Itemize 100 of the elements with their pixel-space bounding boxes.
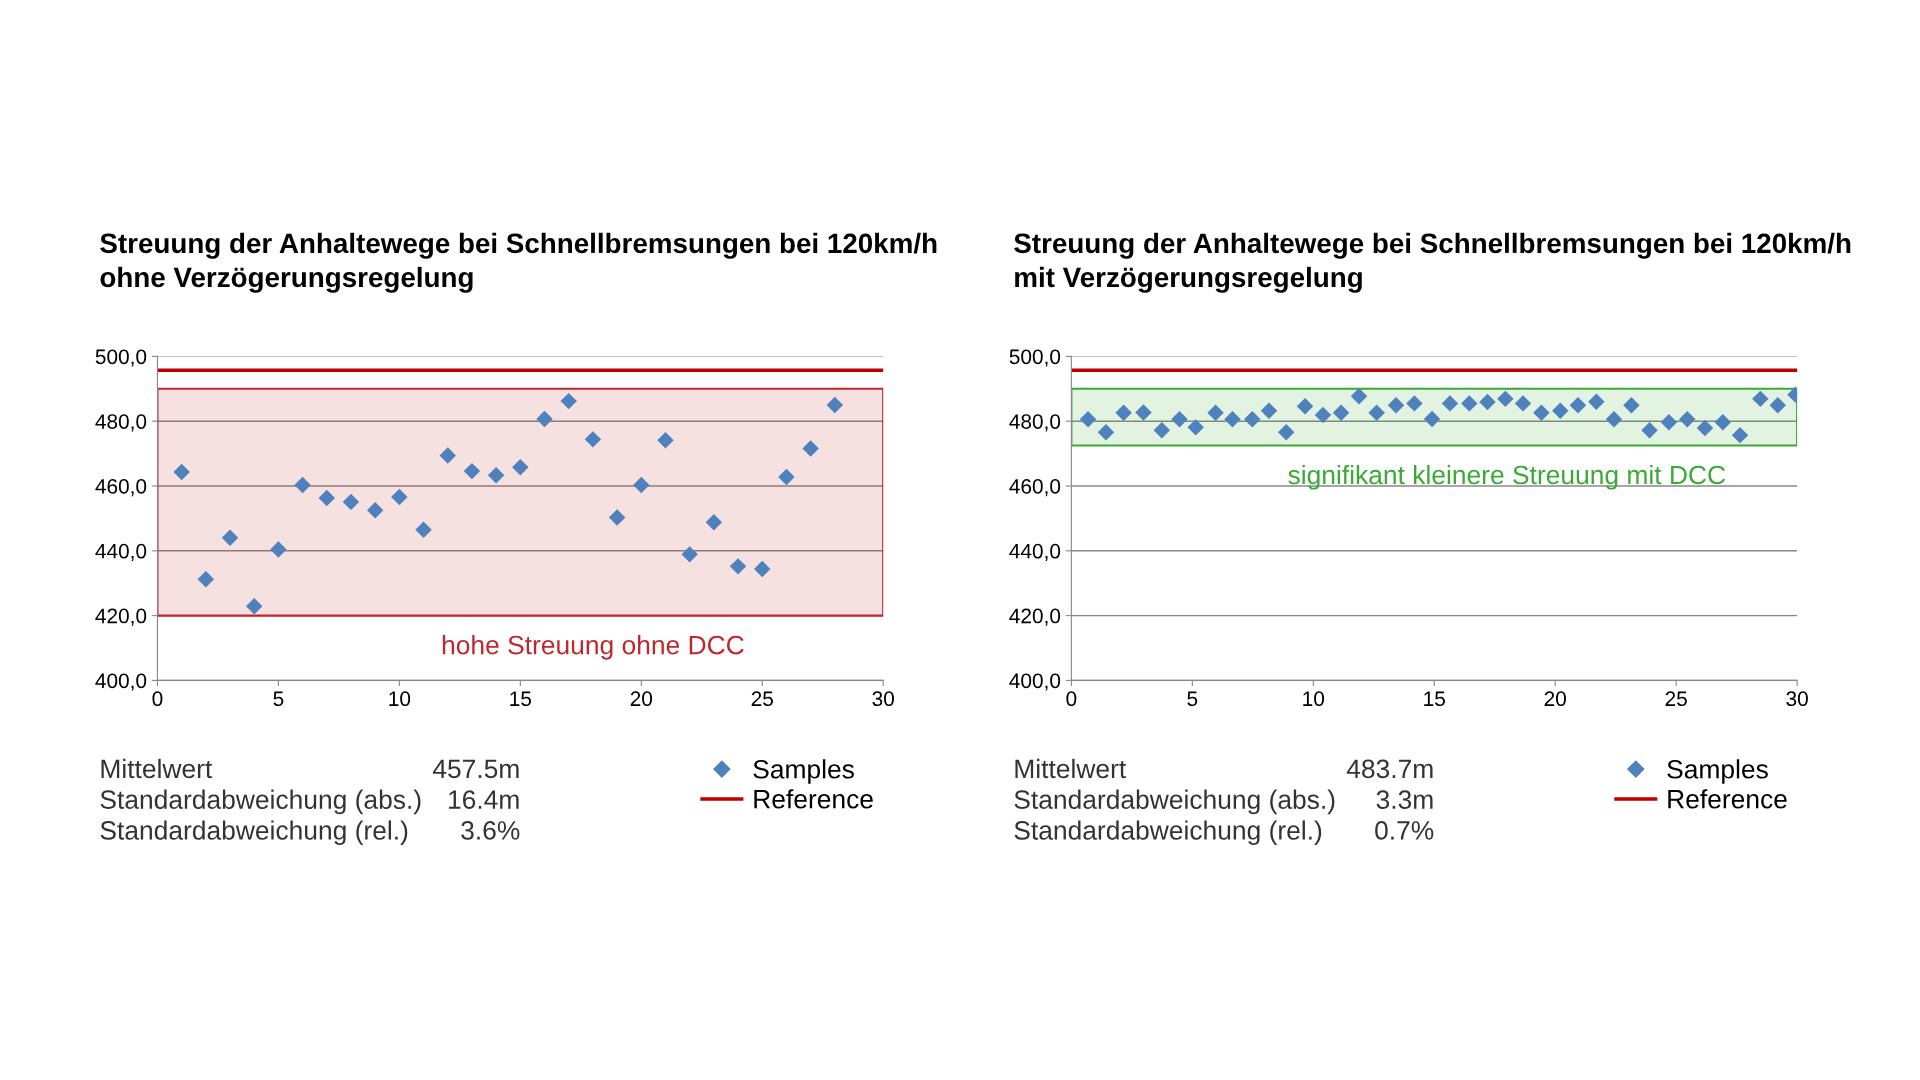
point bbox=[1423, 410, 1441, 428]
point bbox=[560, 392, 577, 410]
point bbox=[1605, 411, 1623, 428]
point bbox=[197, 571, 215, 588]
text: 457.5m bbox=[432, 759, 519, 779]
y-tick-label: 420,0 bbox=[1009, 608, 1061, 626]
x-tick-label: 20 bbox=[630, 691, 653, 707]
band-label: hohe Streuung ohne DCC bbox=[442, 635, 744, 660]
point bbox=[1224, 411, 1241, 428]
point bbox=[826, 396, 844, 414]
x-tick-label: 5 bbox=[273, 691, 284, 707]
x-tick-label: 25 bbox=[751, 691, 773, 707]
y-tick-label: 460,0 bbox=[1009, 479, 1061, 497]
point bbox=[1244, 411, 1261, 428]
point bbox=[318, 489, 335, 507]
text: 3.3m bbox=[1376, 790, 1433, 809]
point bbox=[1731, 426, 1749, 444]
point bbox=[1277, 424, 1295, 441]
point bbox=[1714, 413, 1732, 431]
point bbox=[681, 546, 698, 563]
point bbox=[1479, 393, 1496, 411]
chart-title: Streuung der Anhaltewege bei Schnellbremsungen bei 120km/h mit Verzögerungsregelung bbox=[1014, 232, 1851, 293]
y-tick-label: 400,0 bbox=[1009, 673, 1061, 691]
point bbox=[391, 488, 408, 506]
point bbox=[415, 521, 432, 538]
point bbox=[439, 447, 456, 464]
point bbox=[1588, 393, 1605, 410]
point bbox=[1187, 419, 1204, 436]
point bbox=[1552, 402, 1569, 420]
legend-label: Samples bbox=[1667, 759, 1768, 784]
text: Mittelwert bbox=[101, 758, 213, 779]
point bbox=[802, 440, 819, 457]
point bbox=[463, 462, 481, 480]
point bbox=[1752, 390, 1769, 408]
point bbox=[1769, 397, 1786, 414]
text: 0.7% bbox=[1375, 821, 1434, 840]
point bbox=[1569, 397, 1587, 414]
x-tick-label: 0 bbox=[152, 691, 163, 707]
point bbox=[1497, 390, 1514, 408]
point bbox=[487, 467, 505, 484]
y-tick-label: 460,0 bbox=[95, 479, 147, 497]
legend-label: Samples bbox=[753, 759, 854, 784]
y-tick-label: 500,0 bbox=[95, 349, 147, 367]
band-label: signifikant kleinere Streuung mit DCC bbox=[1288, 464, 1726, 490]
x-tick-label: 30 bbox=[1786, 691, 1808, 707]
point bbox=[1623, 397, 1640, 414]
point bbox=[342, 493, 360, 511]
point bbox=[1097, 424, 1115, 441]
point bbox=[705, 514, 723, 531]
point bbox=[657, 432, 674, 449]
point bbox=[1679, 411, 1696, 428]
point bbox=[1350, 388, 1368, 405]
point bbox=[1660, 413, 1678, 431]
point bbox=[366, 502, 384, 519]
point bbox=[1332, 404, 1350, 421]
y-tick-label: 440,0 bbox=[1009, 543, 1061, 562]
y-tick-label: 500,0 bbox=[1009, 349, 1061, 367]
point bbox=[1260, 402, 1278, 420]
point bbox=[1387, 397, 1405, 414]
y-tick-label: 440,0 bbox=[95, 543, 147, 562]
point bbox=[633, 476, 650, 494]
point bbox=[294, 476, 311, 494]
y-tick-label: 480,0 bbox=[95, 414, 147, 432]
point bbox=[1533, 404, 1550, 421]
x-tick-label: 25 bbox=[1665, 691, 1687, 707]
point bbox=[608, 509, 626, 526]
point bbox=[270, 541, 287, 558]
point bbox=[1296, 398, 1314, 415]
point bbox=[1135, 404, 1152, 421]
point bbox=[778, 468, 795, 486]
text: Standardabweichung (rel.) bbox=[100, 820, 408, 845]
point bbox=[1406, 395, 1423, 412]
y-tick-label: 400,0 bbox=[95, 673, 147, 691]
x-tick-label: 15 bbox=[510, 691, 532, 707]
y-tick-label: 420,0 bbox=[95, 608, 147, 626]
x-tick-label: 10 bbox=[1303, 691, 1325, 707]
text: 483.7m bbox=[1346, 759, 1433, 779]
point bbox=[1641, 422, 1658, 439]
x-tick-label: 15 bbox=[1424, 691, 1445, 707]
text: Standardabweichung (abs.) bbox=[1014, 789, 1335, 815]
point bbox=[1368, 404, 1385, 421]
point bbox=[1514, 395, 1532, 412]
point bbox=[1696, 419, 1714, 437]
x-tick-label: 10 bbox=[389, 691, 411, 707]
point bbox=[512, 458, 529, 476]
point bbox=[536, 410, 553, 428]
x-tick-label: 5 bbox=[1187, 691, 1198, 707]
point bbox=[1171, 411, 1188, 428]
point bbox=[1441, 395, 1459, 412]
text: Mittelwert bbox=[1015, 758, 1127, 779]
point bbox=[245, 597, 263, 615]
y-tick-label: 480,0 bbox=[1009, 414, 1061, 432]
x-tick-label: 30 bbox=[872, 691, 894, 707]
chart-title: Streuung der Anhaltewege bei Schnellbremsungen bei 120km/h ohne Verzögerungsregelung bbox=[100, 232, 937, 293]
point bbox=[1153, 422, 1171, 439]
text: 3.6% bbox=[461, 821, 520, 840]
legend-label: Reference bbox=[1668, 789, 1787, 809]
point bbox=[173, 463, 190, 481]
point bbox=[584, 431, 602, 448]
x-tick-label: 0 bbox=[1066, 691, 1077, 707]
